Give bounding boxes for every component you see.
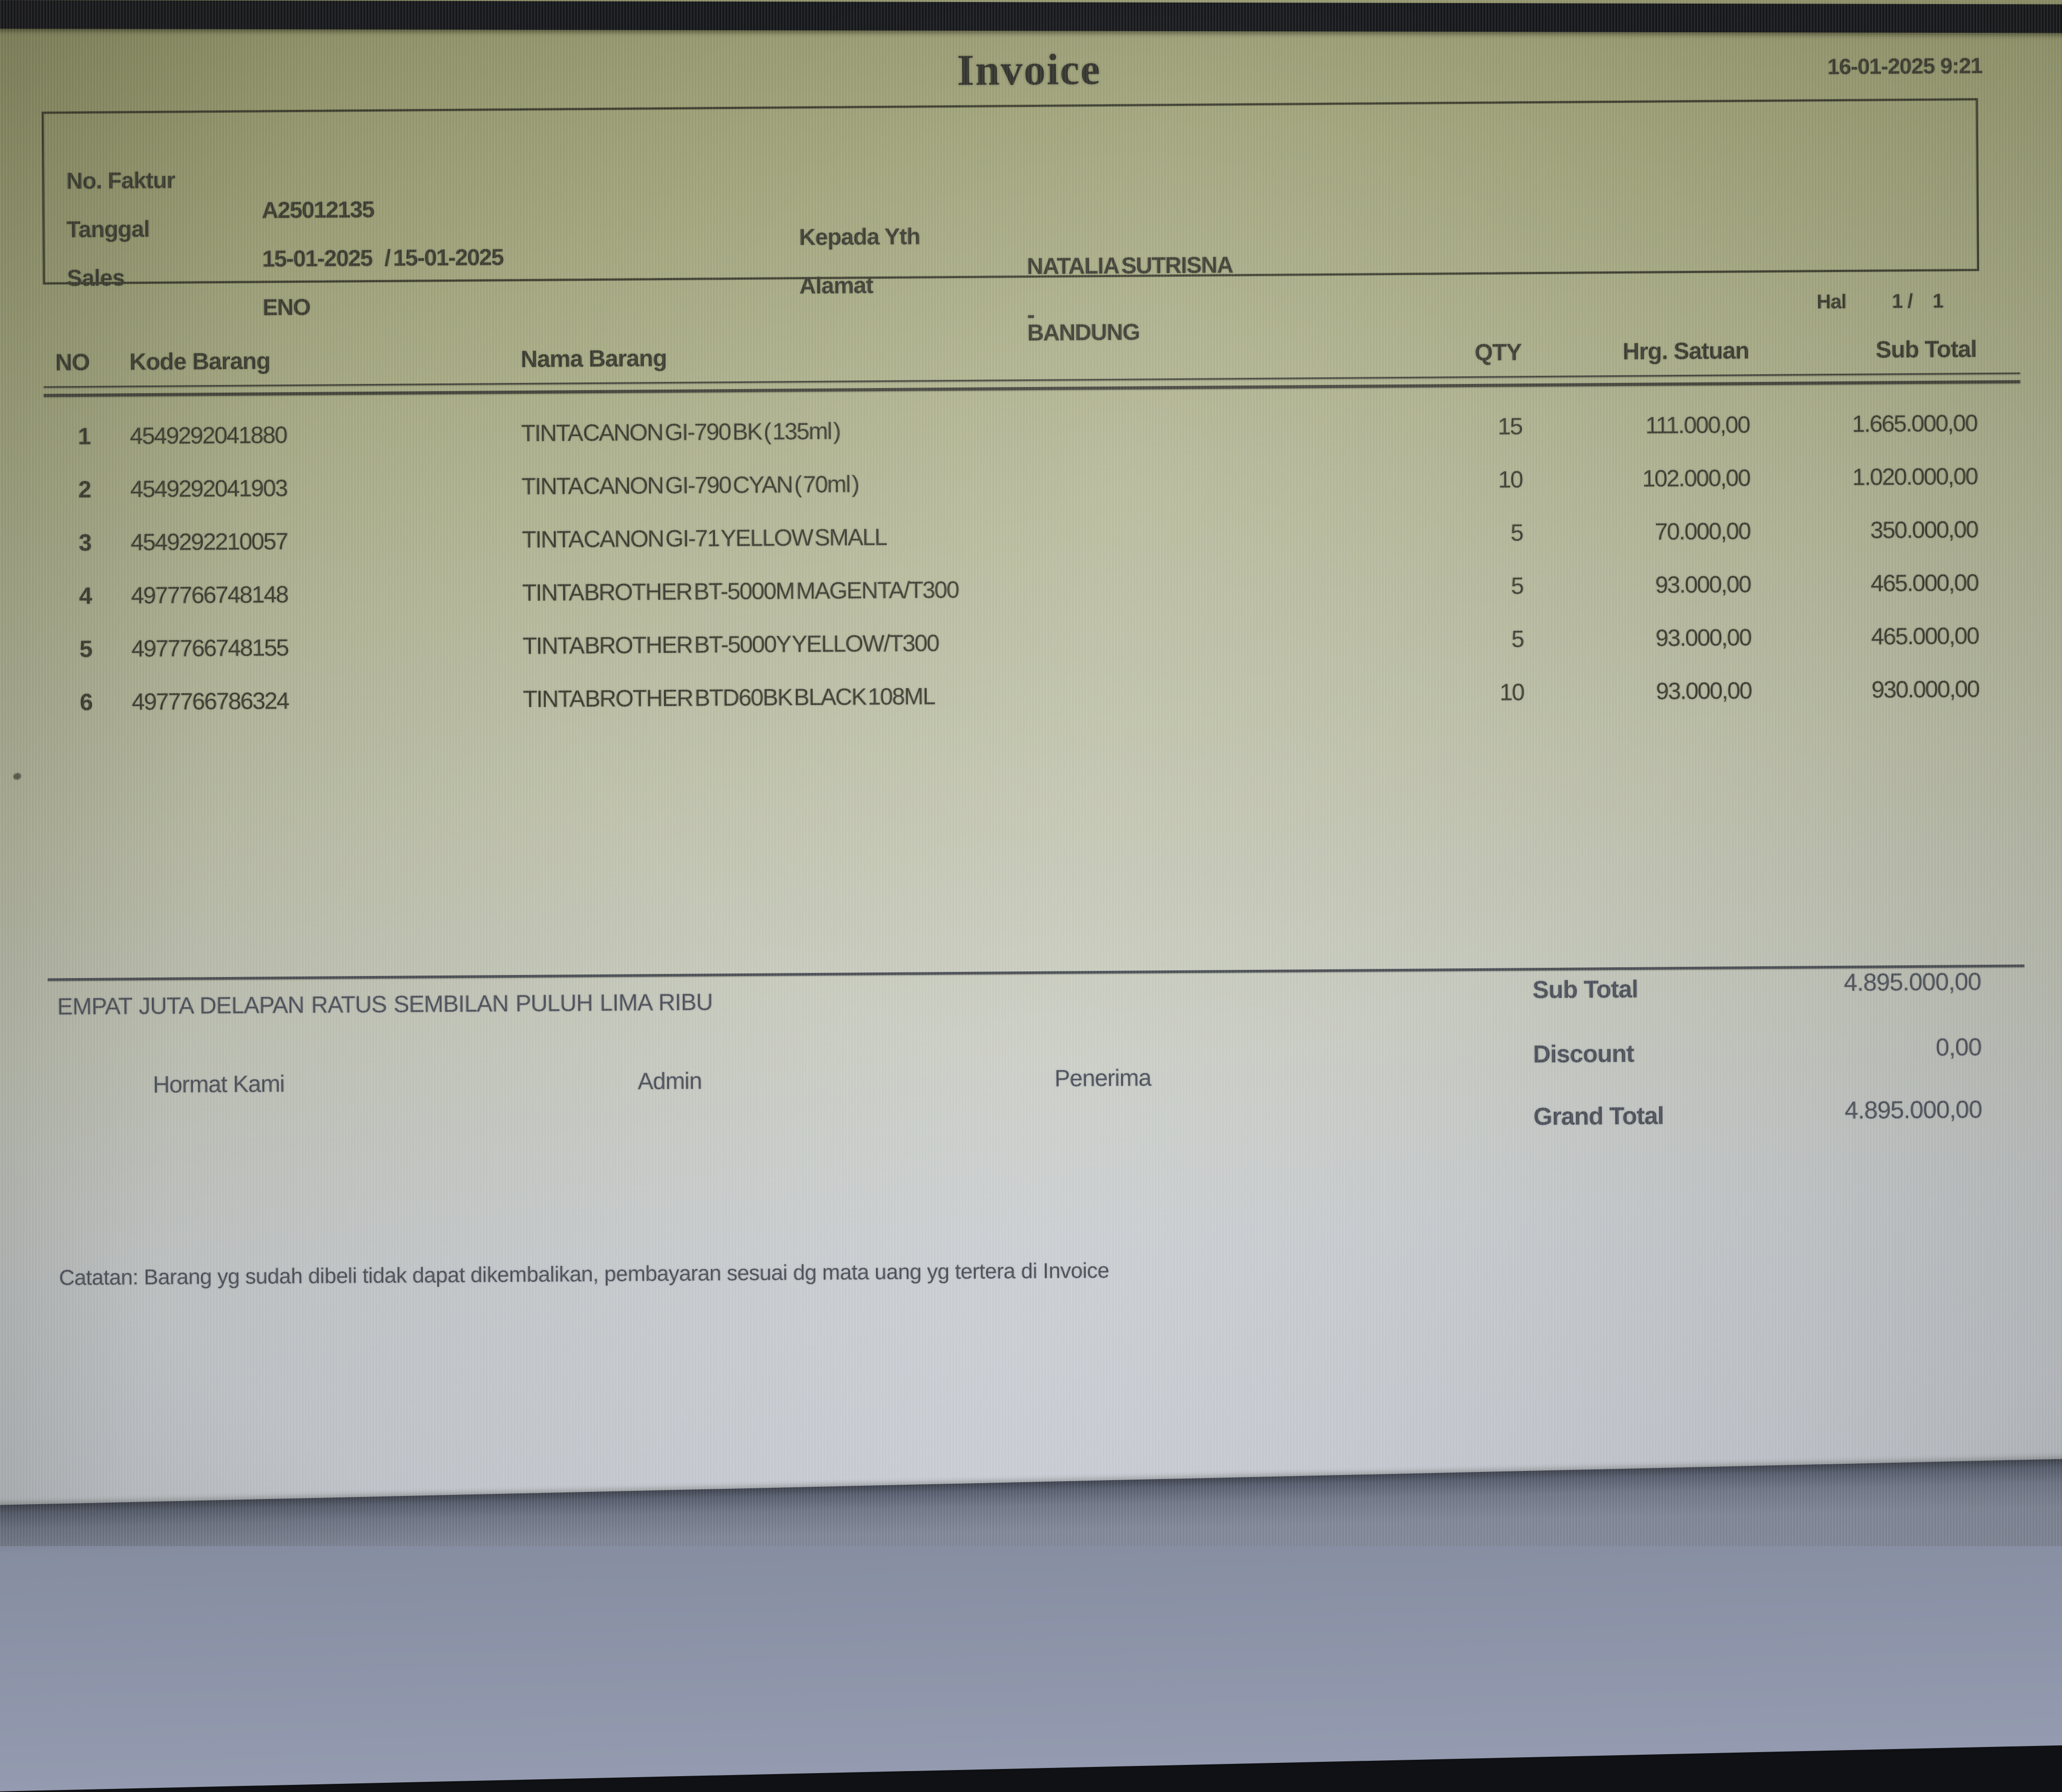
cell-kode: 4977766786324 [131, 687, 289, 715]
cell-qty: 5 [1510, 519, 1523, 546]
cell-qty: 10 [1498, 466, 1522, 493]
cell-no: 1 [78, 422, 91, 450]
cell-nama: TINTA CANON GI-790 CYAN ( 70ml ) [521, 470, 859, 500]
cell-nama: TINTA CANON GI-790 BK ( 135ml ) [521, 417, 840, 446]
page-number-value: 1 / 1 [1892, 290, 1943, 313]
col-header-kode: Kode Barang [129, 347, 271, 375]
cell-hrg: 93.000,00 [1655, 571, 1751, 598]
col-header-qty: QTY [1474, 338, 1522, 366]
subtotal-value: 4.895.000,00 [1844, 968, 1981, 996]
header-rule-thick [43, 380, 2021, 397]
col-header-subtotal: Sub Total [1875, 335, 1977, 363]
cell-hrg: 111.000,00 [1645, 411, 1750, 439]
col-header-no: NO [55, 348, 90, 376]
cell-hrg: 102.000,00 [1642, 464, 1750, 492]
invoice-page: Invoice 16-01-2025 9:21 No. Faktur A2501… [41, 44, 2025, 1290]
cell-no: 5 [79, 635, 92, 663]
amount-in-words: EMPAT JUTA DELAPAN RATUS SEMBILAN PULUH … [57, 988, 713, 1020]
grand-total-value: 4.895.000,00 [1844, 1096, 1982, 1124]
cell-hrg: 70.000,00 [1654, 517, 1751, 545]
cell-hrg: 93.000,00 [1655, 624, 1752, 651]
dust-speck [13, 773, 21, 780]
col-header-nama: Nama Barang [520, 344, 667, 372]
cell-nama: TINTA BROTHER BTD60BK BLACK 108ML [523, 683, 935, 712]
print-timestamp: 16-01-2025 9:21 [1827, 54, 1983, 80]
cell-no: 3 [78, 529, 91, 556]
invoice-paper-background [0, 0, 2062, 1546]
signature-hormat-kami: Hormat Kami [152, 1070, 285, 1098]
cell-subtotal: 350.000,00 [1870, 516, 1978, 543]
cell-nama: TINTA BROTHER BT-5000Y YELLOW/T300 [522, 629, 939, 659]
cell-qty: 10 [1499, 678, 1524, 706]
col-header-hrg: Hrg. Satuan [1622, 337, 1750, 365]
footer-note: Catatan: Barang yg sudah dibeli tidak da… [59, 1258, 1109, 1290]
cell-hrg: 93.000,00 [1655, 677, 1752, 705]
cell-kode: 4549292041903 [130, 474, 287, 503]
sales-value: ENO [262, 293, 310, 321]
cell-subtotal: 465.000,00 [1870, 569, 1979, 597]
alamat-label: Alamat [799, 272, 873, 299]
cell-no: 6 [79, 688, 92, 716]
sales-label: Sales [66, 264, 125, 291]
cell-subtotal: 930.000,00 [1871, 675, 1979, 703]
signature-penerima: Penerima [1054, 1064, 1151, 1092]
cell-qty: 5 [1511, 572, 1523, 599]
page-number-label: Hal [1817, 290, 1847, 313]
cell-kode: 4549292041880 [129, 421, 287, 449]
cell-nama: TINTA BROTHER BT-5000M MAGENTA/T300 [522, 576, 959, 606]
cell-subtotal: 1.020.000,00 [1852, 463, 1978, 490]
cell-no: 4 [79, 582, 92, 609]
cell-kode: 4549292210057 [130, 528, 288, 556]
signature-admin: Admin [637, 1067, 702, 1095]
cell-no: 2 [78, 475, 91, 503]
cell-qty: 15 [1497, 413, 1522, 440]
cell-subtotal: 1.665.000,00 [1852, 410, 1978, 437]
cell-kode: 4977766748148 [131, 581, 288, 609]
header-row-3: Sales ENO BANDUNG [44, 219, 1977, 346]
page-title: Invoice [956, 44, 1102, 95]
header-row-2: Tanggal 15-01-2025 / 15-01-2025 Alamat - [44, 170, 1977, 328]
cell-qty: 5 [1511, 625, 1524, 652]
cell-subtotal: 465.000,00 [1871, 622, 1979, 650]
cell-kode: 4977766748155 [131, 634, 288, 662]
cell-nama: TINTA CANON GI-71 YELLOW SMALL [522, 523, 887, 553]
invoice-header-box: No. Faktur A25012135 Kepada Yth NATALIA … [41, 98, 1979, 346]
discount-value: 0,00 [1935, 1034, 1982, 1061]
header-rule-thin [43, 372, 2021, 388]
header-row-1: No. Faktur A25012135 Kepada Yth NATALIA … [44, 122, 1976, 279]
